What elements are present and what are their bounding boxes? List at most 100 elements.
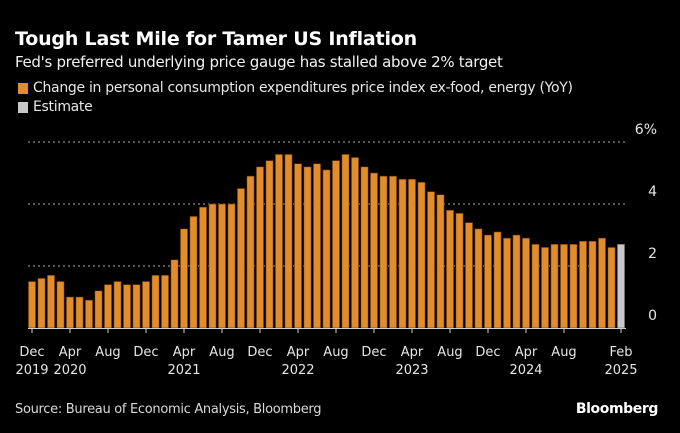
x-tick-year-label: 2020 xyxy=(53,363,86,378)
bar-core-pce xyxy=(550,244,559,329)
x-tick-label: Aug xyxy=(95,345,120,360)
bar-core-pce xyxy=(398,178,407,329)
bar-core-pce xyxy=(284,154,293,329)
bar-core-pce xyxy=(142,281,150,329)
bar-core-pce xyxy=(370,172,378,329)
legend-item-core-pce: Change in personal consumption expenditu… xyxy=(18,80,573,96)
bar-core-pce xyxy=(151,274,160,329)
bar-core-pce xyxy=(123,284,131,329)
x-tick-label: Feb xyxy=(609,345,632,360)
x-tick-label: Dec xyxy=(19,345,44,360)
bar-core-pce xyxy=(351,157,359,329)
chart-title: Tough Last Mile for Tamer US Inflation xyxy=(15,28,417,50)
x-tick-label: Dec xyxy=(475,345,500,360)
bar-core-pce xyxy=(417,182,426,329)
bar-core-pce xyxy=(522,237,530,329)
x-tick-label: Aug xyxy=(437,345,462,360)
x-tick-label: Aug xyxy=(551,345,576,360)
source-note: Source: Bureau of Economic Analysis, Blo… xyxy=(15,402,322,417)
x-axis xyxy=(28,328,626,333)
bar-core-pce xyxy=(113,281,122,329)
bar-core-pce xyxy=(474,228,483,329)
x-tick-year-label: 2019 xyxy=(15,363,48,378)
bloomberg-logo: Bloomberg xyxy=(575,401,659,417)
x-tick-year-label: 2024 xyxy=(509,363,542,378)
bar-core-pce xyxy=(598,237,606,329)
bar-core-pce xyxy=(341,154,350,329)
bar-core-pce xyxy=(607,247,616,329)
bar-core-pce xyxy=(303,166,312,329)
bar-core-pce xyxy=(180,228,188,329)
bar-core-pce xyxy=(560,244,568,329)
bar-core-pce xyxy=(208,203,217,329)
bar-core-pce xyxy=(360,166,369,329)
bar-core-pce xyxy=(227,203,236,329)
x-tick-year-label: 2025 xyxy=(604,363,637,378)
bar-core-pce xyxy=(332,160,340,329)
x-tick-label: Dec xyxy=(133,345,158,360)
bar-core-pce xyxy=(189,216,198,329)
x-axis-labels: Dec 2019 Apr 2020 Aug Dec Apr 2021 Aug Dec Apr 2022… xyxy=(15,345,637,378)
bar-core-pce xyxy=(389,175,397,329)
bar-core-pce xyxy=(294,163,302,329)
legend-label-core-pce: Change in personal consumption expenditu… xyxy=(33,80,573,96)
bar-core-pce xyxy=(256,166,264,329)
y-tick-label: 2 xyxy=(648,246,657,262)
bar-core-pce xyxy=(199,206,207,329)
bar-estimate xyxy=(617,244,625,329)
bar-core-pce xyxy=(484,234,492,329)
x-tick-label: Apr xyxy=(173,345,196,360)
chart-subtitle: Fed's preferred underlying price gauge h… xyxy=(15,53,503,71)
x-tick-label: Apr xyxy=(287,345,310,360)
x-tick-label: Aug xyxy=(209,345,234,360)
legend-item-estimate: Estimate xyxy=(18,99,93,115)
bar-core-pce xyxy=(379,175,388,329)
bar-core-pce xyxy=(161,274,169,329)
bar-core-pce xyxy=(28,281,36,329)
y-tick-label: 4 xyxy=(648,184,657,200)
bar-core-pce xyxy=(170,259,179,329)
bar-core-pce xyxy=(503,237,511,329)
bar-core-pce xyxy=(94,290,103,329)
bar-core-pce xyxy=(218,203,226,329)
x-tick-year-label: 2023 xyxy=(395,363,428,378)
bar-core-pce xyxy=(493,231,502,329)
bar-core-pce xyxy=(56,281,65,329)
bar-core-pce xyxy=(408,178,416,329)
bar-core-pce xyxy=(75,296,84,329)
bar-core-pce xyxy=(313,163,321,329)
bar-core-pce xyxy=(588,240,597,329)
bar-core-pce xyxy=(512,234,521,329)
bar-core-pce xyxy=(579,240,587,329)
bar-core-pce xyxy=(246,175,255,329)
bar-core-pce xyxy=(132,284,141,329)
x-tick-label: Dec xyxy=(247,345,272,360)
x-tick-label: Apr xyxy=(401,345,424,360)
bar-core-pce xyxy=(455,213,464,329)
bar-core-pce xyxy=(275,154,283,329)
bar-core-pce xyxy=(104,284,112,329)
bar-core-pce xyxy=(465,222,473,329)
x-tick-label: Dec xyxy=(361,345,386,360)
bar-core-pce xyxy=(446,209,454,329)
bar-core-pce xyxy=(541,247,549,329)
legend-label-estimate: Estimate xyxy=(33,99,93,115)
y-axis-labels: 0 2 4 6% xyxy=(635,122,657,324)
bar-core-pce xyxy=(47,274,55,329)
bar-core-pce xyxy=(531,244,540,329)
legend-swatch-estimate xyxy=(18,101,28,113)
x-tick-label: Apr xyxy=(515,345,538,360)
y-tick-label: 0 xyxy=(648,308,657,324)
bar-core-pce xyxy=(322,169,331,329)
bar-core-pce xyxy=(569,244,578,329)
x-tick-year-label: 2021 xyxy=(167,363,200,378)
bar-core-pce xyxy=(66,296,74,329)
y-tick-label: 6% xyxy=(635,122,657,138)
bar-core-pce xyxy=(436,194,445,329)
bars xyxy=(28,154,625,329)
x-tick-label: Apr xyxy=(59,345,82,360)
bar-core-pce xyxy=(427,191,435,329)
legend-swatch-core-pce xyxy=(18,82,28,94)
bar-core-pce xyxy=(265,160,274,329)
